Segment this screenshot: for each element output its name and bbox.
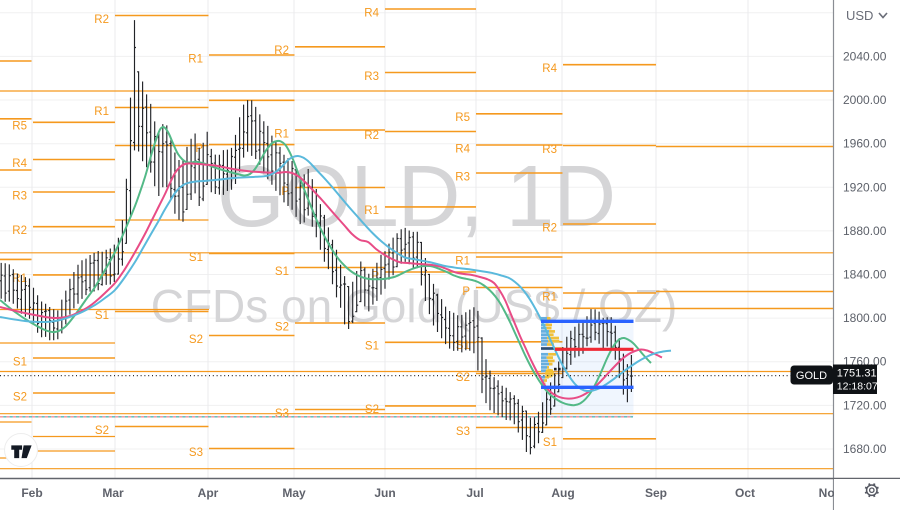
svg-text:P: P <box>462 286 470 298</box>
svg-text:R1: R1 <box>364 205 379 217</box>
svg-text:Oct: Oct <box>735 486 755 500</box>
svg-text:R1: R1 <box>542 291 557 303</box>
svg-text:R2: R2 <box>274 45 289 57</box>
svg-text:R1: R1 <box>188 53 203 65</box>
svg-text:Aug: Aug <box>551 486 574 500</box>
svg-text:S1: S1 <box>95 310 109 322</box>
svg-text:CFDs on Gold (US$ / OZ): CFDs on Gold (US$ / OZ) <box>151 280 678 332</box>
svg-text:S1: S1 <box>13 356 27 368</box>
svg-text:R3: R3 <box>364 71 379 83</box>
svg-text:S1: S1 <box>189 252 203 264</box>
svg-text:Sep: Sep <box>645 486 667 500</box>
svg-text:S2: S2 <box>95 425 109 437</box>
svg-text:S2: S2 <box>189 334 203 346</box>
svg-text:P: P <box>281 186 289 198</box>
svg-text:S2: S2 <box>365 404 379 416</box>
svg-text:R3: R3 <box>455 171 470 183</box>
svg-text:R5: R5 <box>12 121 27 133</box>
svg-text:Mar: Mar <box>102 486 124 500</box>
svg-text:S3: S3 <box>275 408 289 420</box>
svg-text:12:18:07: 12:18:07 <box>837 380 878 392</box>
svg-text:S1: S1 <box>275 266 289 278</box>
svg-text:R4: R4 <box>364 7 379 19</box>
svg-text:R5: R5 <box>455 112 470 124</box>
svg-text:R3: R3 <box>542 144 557 156</box>
svg-text:S1: S1 <box>365 341 379 353</box>
svg-text:1960.00: 1960.00 <box>843 137 887 151</box>
svg-text:1680.00: 1680.00 <box>843 442 887 456</box>
svg-text:R2: R2 <box>94 14 109 26</box>
svg-text:R1: R1 <box>274 128 289 140</box>
svg-text:S3: S3 <box>189 447 203 459</box>
svg-text:1920.00: 1920.00 <box>843 180 887 194</box>
svg-text:S1: S1 <box>456 340 470 352</box>
svg-text:Apr: Apr <box>198 486 219 500</box>
svg-text:R1: R1 <box>455 255 470 267</box>
svg-text:P: P <box>371 270 379 282</box>
svg-text:R1: R1 <box>12 273 27 285</box>
svg-text:R3: R3 <box>12 190 27 202</box>
svg-text:R4: R4 <box>542 63 557 75</box>
svg-text:R1: R1 <box>94 106 109 118</box>
svg-text:1840.00: 1840.00 <box>843 268 887 282</box>
svg-text:R2: R2 <box>12 225 27 237</box>
svg-text:1800.00: 1800.00 <box>843 311 887 325</box>
svg-text:Feb: Feb <box>21 486 42 500</box>
svg-text:2000.00: 2000.00 <box>843 93 887 107</box>
svg-text:1720.00: 1720.00 <box>843 398 887 412</box>
svg-text:1751.31: 1751.31 <box>837 367 877 379</box>
svg-text:R4: R4 <box>12 158 27 170</box>
svg-text:R4: R4 <box>455 143 470 155</box>
svg-text:R2: R2 <box>364 130 379 142</box>
svg-text:S2: S2 <box>275 321 289 333</box>
svg-text:Jul: Jul <box>466 486 483 500</box>
svg-text:S1: S1 <box>543 437 557 449</box>
svg-text:GOLD: GOLD <box>796 370 827 382</box>
svg-text:S2: S2 <box>13 391 27 403</box>
svg-text:May: May <box>282 486 306 500</box>
svg-text:USD: USD <box>846 8 873 23</box>
svg-text:R2: R2 <box>542 222 557 234</box>
svg-text:1880.00: 1880.00 <box>843 224 887 238</box>
svg-text:Jun: Jun <box>374 486 395 500</box>
svg-text:S2: S2 <box>456 372 470 384</box>
svg-text:2040.00: 2040.00 <box>843 49 887 63</box>
svg-text:S3: S3 <box>456 426 470 438</box>
